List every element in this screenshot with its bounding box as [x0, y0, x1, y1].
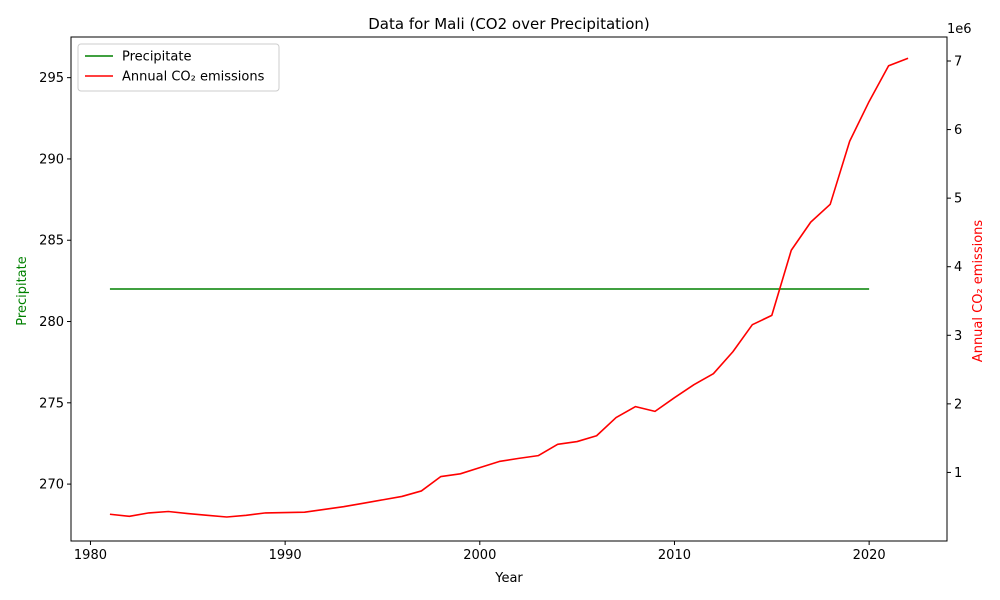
x-tick-label: 1990: [269, 548, 302, 563]
y-axis-right-multiplier: 1e6: [947, 22, 972, 37]
x-tick-label: 2000: [463, 548, 496, 563]
y-right-tick-label: 2: [954, 397, 962, 412]
chart-title: Data for Mali (CO2 over Precipitation): [368, 15, 649, 33]
y-left-tick-label: 295: [39, 71, 64, 86]
legend: Precipitate Annual CO₂ emissions: [77, 43, 280, 92]
y-axis-left-title: Precipitate: [15, 256, 30, 325]
y-axis-right: 1 2 3 4 5 6 7: [947, 55, 962, 481]
x-tick-label: 2010: [658, 548, 691, 563]
y-axis-right-title: Annual CO₂ emissions: [971, 220, 986, 363]
x-axis: 1980 1990 2000 2010 2020: [74, 541, 886, 563]
y-right-tick-label: 1: [954, 466, 962, 481]
y-right-tick-label: 5: [954, 192, 962, 207]
legend-label: Precipitate: [122, 50, 191, 65]
y-left-tick-label: 275: [39, 396, 64, 411]
y-left-tick-label: 290: [39, 152, 64, 167]
x-axis-title: Year: [494, 571, 523, 586]
y-right-tick-label: 3: [954, 329, 962, 344]
plot-frame: [70, 36, 948, 542]
x-tick-label: 1980: [74, 548, 107, 563]
series-layer: [70, 36, 948, 542]
y-right-tick-label: 6: [954, 123, 962, 138]
y-right-tick-label: 7: [954, 55, 962, 70]
legend-box: [77, 43, 280, 92]
y-left-tick-label: 285: [39, 234, 64, 249]
y-left-tick-label: 270: [39, 478, 64, 493]
y-axis-left: 270 275 280 285 290 295: [39, 71, 71, 493]
series-line-co2-emissions: [109, 57, 909, 518]
legend-label: Annual CO₂ emissions: [122, 70, 265, 85]
x-tick-label: 2020: [853, 548, 886, 563]
y-right-tick-label: 4: [954, 260, 962, 275]
y-left-tick-label: 280: [39, 315, 64, 330]
